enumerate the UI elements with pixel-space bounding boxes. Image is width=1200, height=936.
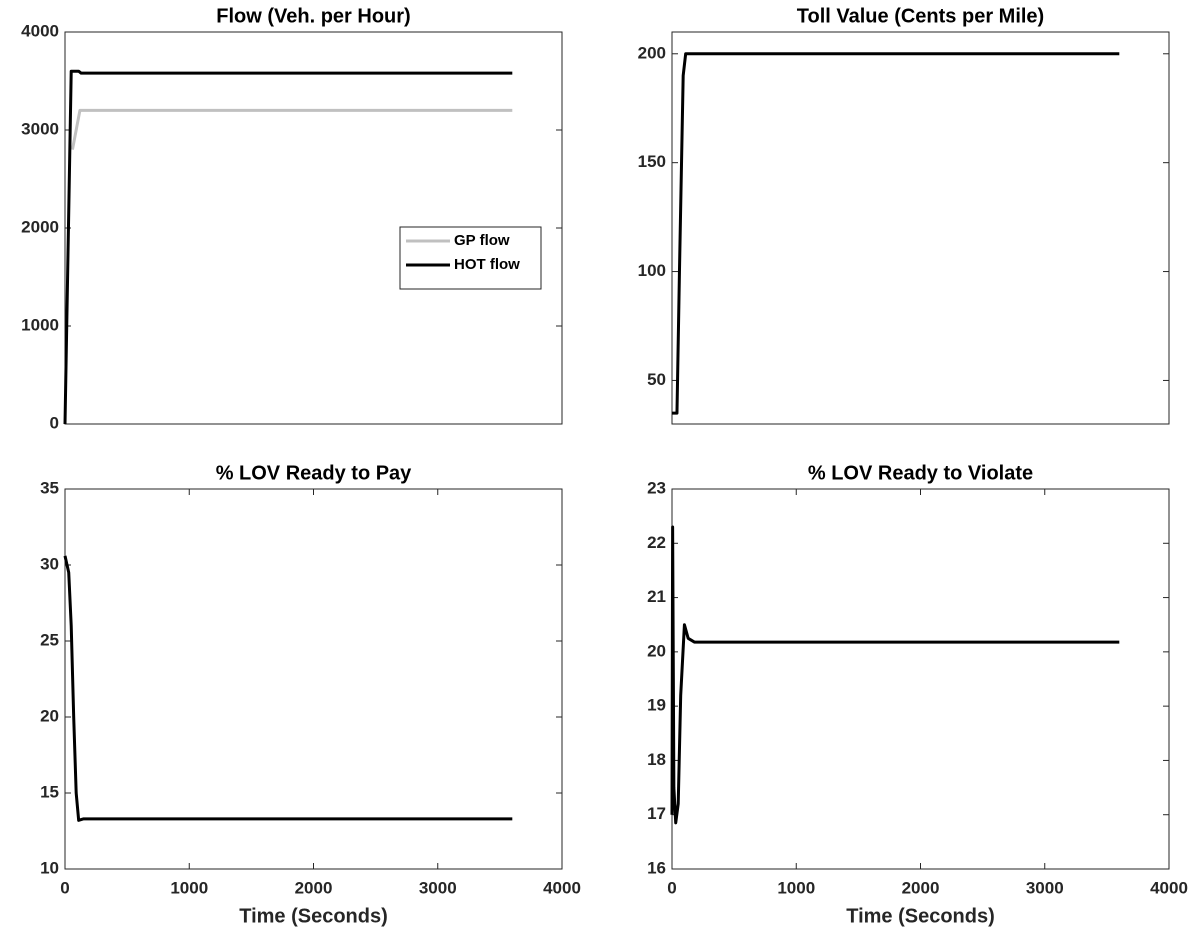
y-tick-label: 10 — [40, 858, 59, 877]
x-axis-label: Time (Seconds) — [846, 905, 995, 927]
y-tick-label: 17 — [647, 804, 666, 823]
y-tick-label: 25 — [40, 630, 59, 649]
y-tick-label: 0 — [50, 413, 59, 432]
y-tick-label: 15 — [40, 782, 59, 801]
x-tick-label: 3000 — [419, 878, 457, 897]
axes-box — [671, 31, 1170, 425]
y-tick-label: 3000 — [21, 119, 59, 138]
x-tick-label: 1000 — [777, 878, 815, 897]
y-tick-label: 18 — [647, 750, 666, 769]
y-tick-label: 20 — [647, 641, 666, 660]
x-tick-label: 4000 — [1150, 878, 1188, 897]
legend-label: GP flow — [454, 232, 510, 249]
data-line — [63, 555, 513, 822]
data-line — [670, 525, 1120, 825]
x-tick-label: 0 — [667, 878, 676, 897]
subplot: 16 17 18 19 20 21 22 23 0 1000 2000 3000 4000 % LOV R… — [647, 462, 1188, 927]
subplot: 10 15 20 25 30 35 0 1000 2000 3000 4000 % LOV Ready… — [40, 462, 581, 927]
x-tick-label: 1000 — [170, 878, 208, 897]
subplot: 50 100 150 200 Toll Value (Cents per Mile) — [638, 5, 1170, 425]
x-tick-label: 4000 — [543, 878, 581, 897]
chart-title: % LOV Ready to Pay — [216, 462, 412, 484]
y-tick-label: 21 — [647, 587, 666, 606]
chart-title: Toll Value (Cents per Mile) — [797, 5, 1044, 27]
legend-box — [399, 226, 542, 290]
data-line — [672, 52, 1120, 415]
x-axis-label: Time (Seconds) — [239, 905, 388, 927]
legend-label: HOT flow — [454, 256, 520, 273]
axes-box — [671, 488, 1170, 870]
y-tick-label: 150 — [638, 152, 666, 171]
axes-box — [64, 488, 563, 870]
y-tick-label: 19 — [647, 696, 666, 715]
y-tick-label: 20 — [40, 706, 59, 725]
chart-title: Flow (Veh. per Hour) — [216, 5, 410, 27]
y-tick-label: 100 — [638, 261, 666, 280]
y-tick-label: 23 — [647, 478, 666, 497]
data-line — [70, 108, 513, 150]
x-tick-label: 2000 — [902, 878, 940, 897]
y-tick-label: 200 — [638, 43, 666, 62]
y-tick-label: 2000 — [21, 217, 59, 236]
y-tick-label: 50 — [647, 370, 666, 389]
y-tick-label: 30 — [40, 554, 59, 573]
y-tick-label: 4000 — [21, 21, 59, 40]
y-tick-label: 35 — [40, 478, 59, 497]
subplot: 0 1000 2000 3000 4000 Flow (Veh. per Hour) GP … — [21, 5, 563, 432]
y-tick-label: 1000 — [21, 315, 59, 334]
y-tick-label: 16 — [647, 858, 666, 877]
x-tick-label: 3000 — [1026, 878, 1064, 897]
y-tick-label: 22 — [647, 533, 666, 552]
chart-title: % LOV Ready to Violate — [808, 462, 1033, 484]
data-line — [63, 69, 513, 425]
x-tick-label: 2000 — [295, 878, 333, 897]
x-tick-label: 0 — [60, 878, 69, 897]
